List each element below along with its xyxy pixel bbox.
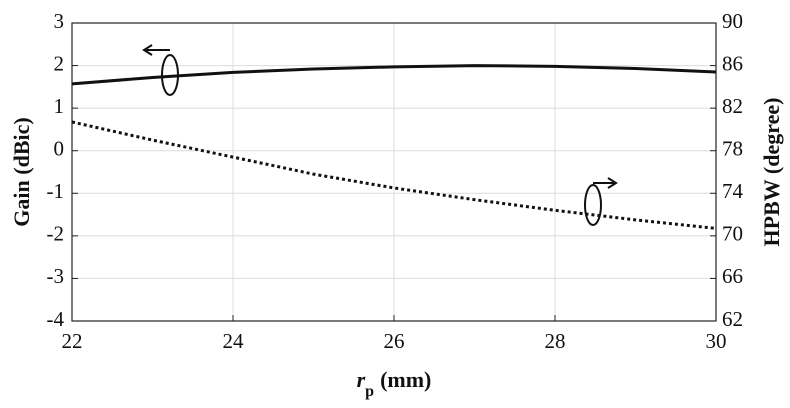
y-tick-label: 0 bbox=[54, 137, 65, 161]
y2-tick-label: 66 bbox=[722, 264, 743, 288]
y-tick-label: 3 bbox=[54, 9, 65, 33]
x-label-var: r bbox=[357, 367, 366, 392]
x-label-sub: p bbox=[365, 383, 374, 400]
annotation-right-arrow bbox=[584, 177, 618, 226]
series-line bbox=[71, 120, 717, 230]
y2-tick-label: 70 bbox=[722, 222, 743, 246]
x-tick-label: 26 bbox=[384, 329, 405, 353]
x-tick-label: 30 bbox=[706, 329, 727, 353]
x-label-unit: (mm) bbox=[380, 367, 431, 392]
x-tick-label: 28 bbox=[545, 329, 566, 353]
y-tick-label: 1 bbox=[54, 94, 65, 118]
y-tick-label: -3 bbox=[47, 264, 65, 288]
annotation-left-arrow bbox=[142, 44, 179, 96]
y2-tick-label: 86 bbox=[722, 51, 743, 75]
y-axis-label: Gain (dBic) bbox=[9, 117, 34, 226]
y2-tick-label: 62 bbox=[722, 307, 743, 331]
y-tick-label: -4 bbox=[47, 307, 65, 331]
y2-axis-label: HPBW (degree) bbox=[759, 98, 784, 247]
x-tick-label: 24 bbox=[223, 329, 245, 353]
y2-tick-label: 90 bbox=[722, 9, 743, 33]
y2-tick-label: 78 bbox=[722, 137, 743, 161]
y-tick-label: -2 bbox=[47, 222, 65, 246]
y2-tick-label: 74 bbox=[722, 179, 744, 203]
x-tick-label: 22 bbox=[62, 329, 83, 353]
series-line bbox=[71, 64, 717, 86]
y-tick-label: -1 bbox=[47, 179, 65, 203]
x-axis-label: rp (mm) bbox=[357, 367, 432, 400]
y-tick-label: 2 bbox=[54, 51, 65, 75]
y2-tick-label: 82 bbox=[722, 94, 743, 118]
